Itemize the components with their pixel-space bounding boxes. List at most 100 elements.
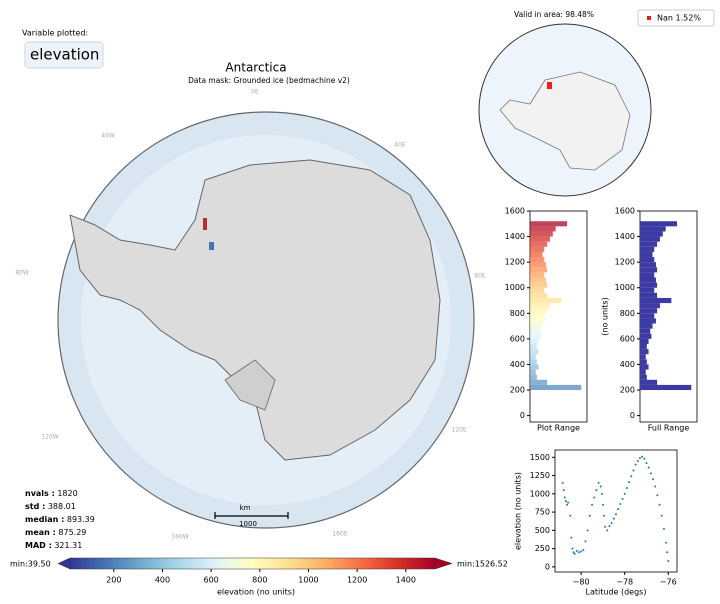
x-tick-label: −80 [573, 578, 590, 587]
hist-bar [530, 272, 545, 278]
hist-bar [530, 236, 550, 242]
colorbar-tick-label: 1400 [396, 576, 416, 585]
point [630, 475, 633, 478]
stat: std : 388.01 [25, 502, 76, 511]
axes [554, 449, 678, 573]
map-subtitle: Data mask: Grounded ice (bedmachine v2) [188, 76, 350, 85]
hist-bar [640, 338, 649, 344]
point [645, 462, 648, 465]
variable-value[interactable]: elevation [30, 46, 99, 64]
point [599, 485, 602, 488]
lon-label: 40E [394, 142, 406, 149]
hist-bar [530, 323, 543, 329]
variable-box[interactable] [24, 41, 104, 69]
hist-bar [640, 359, 647, 365]
hist-bar [640, 292, 658, 298]
lon-label: 120E [451, 427, 466, 434]
hist-bar [530, 374, 537, 380]
y-axis-label: (no units) [601, 297, 610, 335]
y-tick-label: 1000 [530, 489, 550, 498]
lon-label: 120W [41, 434, 58, 441]
point [608, 524, 611, 527]
x-axis-label: Full Range [648, 424, 690, 433]
stat: nvals : 1820 [25, 489, 78, 498]
lon-label: 80E [474, 273, 486, 280]
point [604, 525, 607, 528]
y-tick-label: 1200 [505, 258, 525, 267]
point [615, 513, 617, 516]
colorbar-max: min:1526.52 [457, 560, 508, 569]
lon-label: 0E [251, 89, 259, 96]
colorbar [69, 557, 436, 570]
point [610, 522, 613, 525]
scale-unit: km [240, 504, 251, 512]
hist-bar [640, 323, 653, 329]
point [667, 560, 670, 563]
hist-bar [530, 384, 582, 391]
hist-bar [530, 241, 548, 247]
colorbar-tick-label: 200 [106, 576, 121, 585]
point [617, 508, 620, 511]
y-tick-label: 1000 [505, 283, 525, 292]
hist-bar [530, 231, 553, 237]
point [623, 492, 626, 495]
y-tick-label: 800 [620, 309, 635, 318]
map-title: Antarctica [225, 61, 286, 75]
hist-bar [640, 369, 646, 375]
legend-label: Nan 1.52% [657, 14, 701, 23]
hist-bar [530, 262, 546, 268]
y-tick-label: 0 [630, 411, 635, 420]
lon-label: 160W [171, 534, 188, 541]
point [612, 517, 615, 520]
colorbar-tick-label: 800 [252, 576, 267, 585]
point [652, 478, 655, 481]
point [666, 551, 669, 554]
y-tick-label: 400 [510, 360, 525, 369]
point [564, 500, 567, 503]
hist-bar [530, 333, 542, 339]
hist-bar [640, 313, 655, 319]
y-tick-label: 0 [545, 562, 550, 571]
colorbar-tick-label: 600 [203, 576, 218, 585]
y-tick-label: 1200 [615, 258, 635, 267]
hist-bar [530, 349, 539, 355]
hist-bar [530, 257, 545, 263]
hist-bar [640, 246, 655, 252]
colorbar-label: elevation (no units) [217, 588, 295, 597]
hist-bar [640, 277, 656, 283]
point [575, 549, 578, 552]
point [662, 527, 665, 530]
hist-bar [640, 343, 647, 350]
hist-bar [530, 297, 562, 304]
hist-bar [640, 287, 655, 293]
point [600, 492, 603, 495]
hist-bar [640, 384, 692, 391]
y-tick-label: 1400 [505, 232, 525, 241]
hist-bar [530, 359, 537, 365]
point [572, 551, 575, 554]
hist-bar [530, 338, 539, 344]
lon-label: 40W [101, 133, 115, 140]
legend-swatch [647, 16, 651, 20]
point [593, 496, 596, 499]
hist-bar [640, 333, 652, 339]
point [632, 469, 635, 472]
y-tick-label: 200 [510, 386, 525, 395]
hist-bar [530, 379, 548, 385]
point [665, 541, 668, 544]
point [641, 455, 644, 458]
stat: mean : 875.29 [25, 528, 86, 537]
x-tick-label: −78 [616, 578, 633, 587]
scale-length: 1000 [239, 520, 257, 528]
y-tick-label: 1600 [615, 207, 635, 216]
hist-bar [640, 251, 653, 258]
hist-bar [640, 272, 655, 278]
point [597, 481, 600, 484]
point [565, 503, 568, 506]
hist-bar [640, 231, 663, 237]
ice-shelf [224, 359, 276, 411]
scale-bar [214, 512, 289, 519]
hist-bar [640, 328, 651, 334]
